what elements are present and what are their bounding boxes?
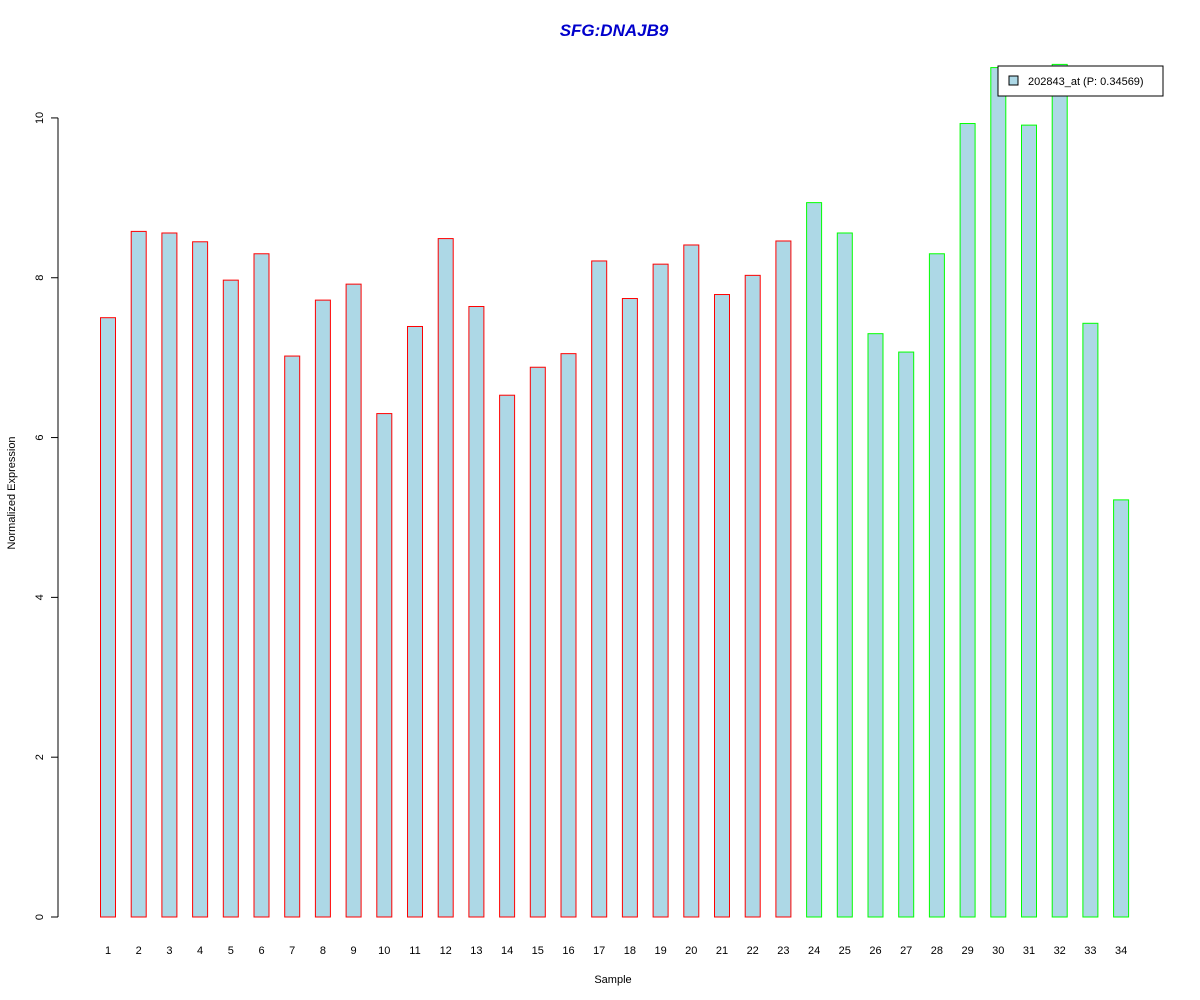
x-tick-label: 19 — [654, 945, 666, 957]
bar-sample-3 — [161, 232, 178, 918]
y-tick-label: 2 — [34, 754, 46, 760]
x-tick-label: 3 — [166, 945, 172, 957]
x-tick-label: 15 — [532, 945, 544, 957]
x-tick-label: 5 — [228, 945, 234, 957]
bar-sample-6 — [253, 253, 270, 918]
bar-sample-16 — [560, 353, 577, 918]
x-tick-label: 7 — [289, 945, 295, 957]
x-tick-label: 17 — [593, 945, 605, 957]
bar-sample-21 — [714, 294, 730, 918]
x-tick-label: 12 — [440, 945, 452, 957]
x-tick-label: 27 — [900, 945, 912, 957]
bar-sample-29 — [959, 123, 976, 918]
bar-sample-30 — [990, 67, 1007, 918]
x-tick-label: 6 — [258, 945, 264, 957]
x-tick-label: 1 — [105, 945, 111, 957]
bar-sample-12 — [437, 238, 454, 918]
x-tick-label: 23 — [777, 945, 789, 957]
y-tick-label: 8 — [34, 275, 46, 281]
x-tick-labels: 1 2 3 4 5 6 7 8 9 10 11 12 13 14 15 16 17 18 19 20 21 22 23 24 2… — [105, 945, 1127, 957]
legend-box — [997, 65, 1164, 97]
bar-sample-1 — [100, 317, 116, 918]
x-tick-label: 21 — [716, 945, 728, 957]
x-tick-label: 26 — [869, 945, 881, 957]
bar-sample-24 — [806, 202, 823, 918]
bar-sample-33 — [1082, 322, 1099, 918]
x-tick-label: 24 — [808, 945, 820, 957]
bar-sample-15 — [529, 366, 546, 918]
y-tick-label: 10 — [34, 112, 46, 124]
bar-sample-8 — [314, 299, 331, 918]
bar-sample-5 — [222, 279, 239, 918]
bar-sample-13 — [468, 306, 485, 918]
bar-sample-32 — [1051, 63, 1068, 918]
x-tick-label: 2 — [136, 945, 142, 957]
x-tick-label: 25 — [839, 945, 851, 957]
bar-sample-9 — [345, 283, 362, 918]
bar-sample-2 — [130, 230, 147, 918]
x-tick-label: 32 — [1054, 945, 1066, 957]
bar-sample-20 — [683, 244, 700, 918]
bar-sample-14 — [499, 394, 516, 918]
legend: 202843_at (P: 0.34569) — [997, 65, 1164, 97]
bar-sample-17 — [591, 260, 608, 918]
bar-sample-26 — [867, 333, 884, 918]
bar-sample-11 — [407, 325, 423, 918]
x-tick-label: 18 — [624, 945, 636, 957]
y-axis: 0 2 4 6 8 10 — [34, 112, 59, 920]
bar-sample-4 — [192, 241, 209, 918]
x-tick-label: 30 — [992, 945, 1004, 957]
bar-sample-19 — [652, 263, 669, 918]
bar-sample-23 — [775, 240, 792, 918]
bar-sample-18 — [621, 298, 638, 918]
bar-sample-28 — [928, 253, 945, 918]
x-tick-label: 9 — [351, 945, 357, 957]
x-tick-label: 20 — [685, 945, 697, 957]
x-tick-label: 28 — [931, 945, 943, 957]
x-tick-label: 11 — [409, 945, 420, 957]
legend-swatch — [1008, 75, 1019, 86]
chart-title: SFG:DNAJB9 — [560, 21, 669, 40]
x-tick-label: 10 — [378, 945, 390, 957]
bar-sample-22 — [744, 274, 761, 918]
x-tick-label: 33 — [1084, 945, 1096, 957]
y-tick-label: 6 — [34, 434, 46, 440]
x-tick-label: 31 — [1023, 945, 1035, 957]
x-tick-label: 13 — [470, 945, 482, 957]
bar-sample-27 — [898, 351, 915, 918]
legend-label: 202843_at (P: 0.34569) — [1028, 76, 1144, 88]
x-tick-label: 14 — [501, 945, 513, 957]
x-tick-label: 16 — [562, 945, 574, 957]
bars — [100, 63, 1130, 918]
bar-sample-31 — [1021, 124, 1037, 918]
bar-sample-34 — [1113, 499, 1130, 918]
x-tick-label: 34 — [1115, 945, 1127, 957]
x-tick-label: 22 — [747, 945, 759, 957]
x-axis-label: Sample — [594, 974, 631, 986]
bar-sample-10 — [376, 413, 393, 918]
bar-sample-25 — [836, 232, 853, 918]
y-tick-label: 0 — [34, 914, 46, 920]
x-tick-label: 4 — [197, 945, 203, 957]
x-tick-label: 8 — [320, 945, 326, 957]
y-axis-label: Normalized Expression — [6, 436, 18, 549]
y-tick-label: 4 — [34, 594, 46, 600]
bar-sample-7 — [284, 355, 301, 918]
x-tick-label: 29 — [961, 945, 973, 957]
